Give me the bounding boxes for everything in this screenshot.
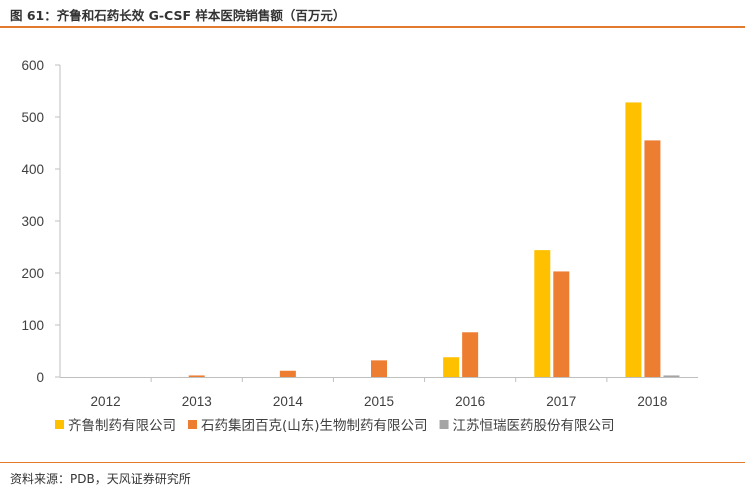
legend-label-2: 石药集团百克(山东)生物制药有限公司 (201, 418, 428, 434)
y-tick-label: 300 (21, 214, 44, 229)
chart-title: 图 61：齐鲁和石药长效 G-CSF 样本医院销售额（百万元） (10, 8, 346, 23)
y-tick-label: 400 (21, 162, 44, 177)
x-tick-label: 2017 (546, 394, 576, 409)
x-tick-label: 2016 (455, 394, 485, 409)
bar-2018-series-2 (644, 140, 661, 377)
legend-swatch-3 (439, 420, 449, 429)
bar-2016-series-2 (462, 332, 479, 377)
bar-2018-series-1 (625, 102, 642, 377)
bar-chart: 0 100 200 300 400 500 600 2012 2013 2014 2015 2016 2… (21, 58, 698, 434)
chart-axes: 0 100 200 300 400 500 600 2012 2013 2014 2015 2016 2… (21, 58, 698, 409)
bar-2017-series-2 (553, 271, 570, 377)
y-tick-label: 500 (21, 110, 44, 125)
x-tick-label: 2012 (91, 394, 121, 409)
bar-2017-series-1 (534, 250, 551, 377)
x-tick-label: 2018 (637, 394, 667, 409)
y-tick-label: 200 (21, 266, 44, 281)
y-tick-label: 600 (21, 58, 44, 73)
top-divider (0, 26, 745, 28)
bottom-divider (0, 462, 745, 463)
bar-2013-series-2 (188, 375, 205, 377)
y-tick-label: 0 (36, 370, 44, 385)
x-tick-label: 2014 (273, 394, 304, 409)
bar-2018-series-3 (663, 375, 680, 377)
x-tick-label: 2015 (364, 394, 394, 409)
x-tick-label: 2013 (182, 394, 212, 409)
bar-2014-series-2 (279, 370, 296, 377)
y-tick-label: 100 (21, 318, 44, 333)
source-note: 资料来源：PDB，天风证券研究所 (10, 472, 191, 486)
legend-swatch-1 (55, 420, 64, 429)
legend-swatch-2 (188, 420, 197, 429)
legend-label-3: 江苏恒瑞医药股份有限公司 (453, 418, 615, 434)
bar-2016-series-1 (443, 357, 460, 377)
bar-2015-series-2 (371, 360, 387, 377)
legend-label-1: 齐鲁制药有限公司 (68, 418, 176, 434)
chart-bars (188, 102, 680, 377)
chart-legend: 齐鲁制药有限公司 石药集团百克(山东)生物制药有限公司 江苏恒瑞医药股份有限公司 (55, 418, 615, 434)
